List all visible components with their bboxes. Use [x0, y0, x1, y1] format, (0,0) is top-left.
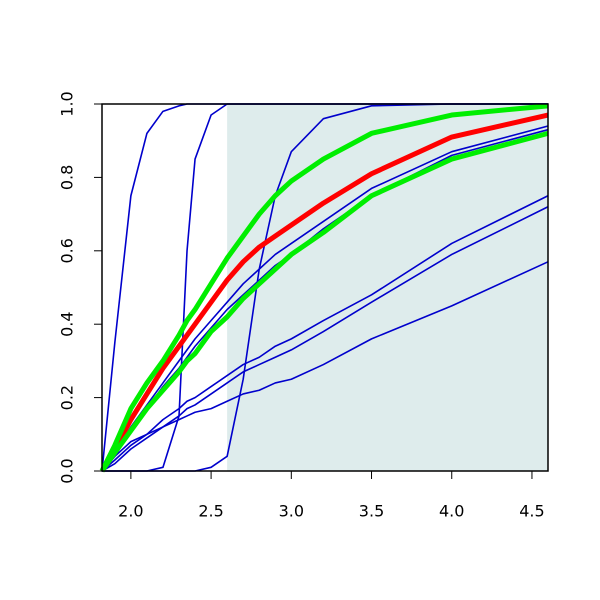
y-tick-label: 0.4: [58, 311, 77, 336]
x-tick-label: 4.5: [519, 502, 544, 521]
x-tick-label: 3.5: [359, 502, 384, 521]
y-tick-label: 0.0: [58, 458, 77, 483]
y-tick-label: 0.6: [58, 238, 77, 263]
x-tick-label: 2.0: [118, 502, 143, 521]
y-tick-label: 0.8: [58, 165, 77, 190]
line: [101, 261, 549, 472]
line: [101, 206, 549, 472]
y-tick-label: 1.0: [58, 91, 77, 116]
plot-frame: [101, 103, 549, 472]
line: [99, 130, 549, 473]
line: [99, 103, 549, 473]
shaded-region: [227, 104, 548, 471]
x-tick-label: 2.5: [198, 502, 223, 521]
y-tick-label: 0.2: [58, 385, 77, 410]
x-tick-label: 4.0: [439, 502, 464, 521]
line: [99, 112, 549, 473]
x-tick-label: 3.0: [279, 502, 304, 521]
